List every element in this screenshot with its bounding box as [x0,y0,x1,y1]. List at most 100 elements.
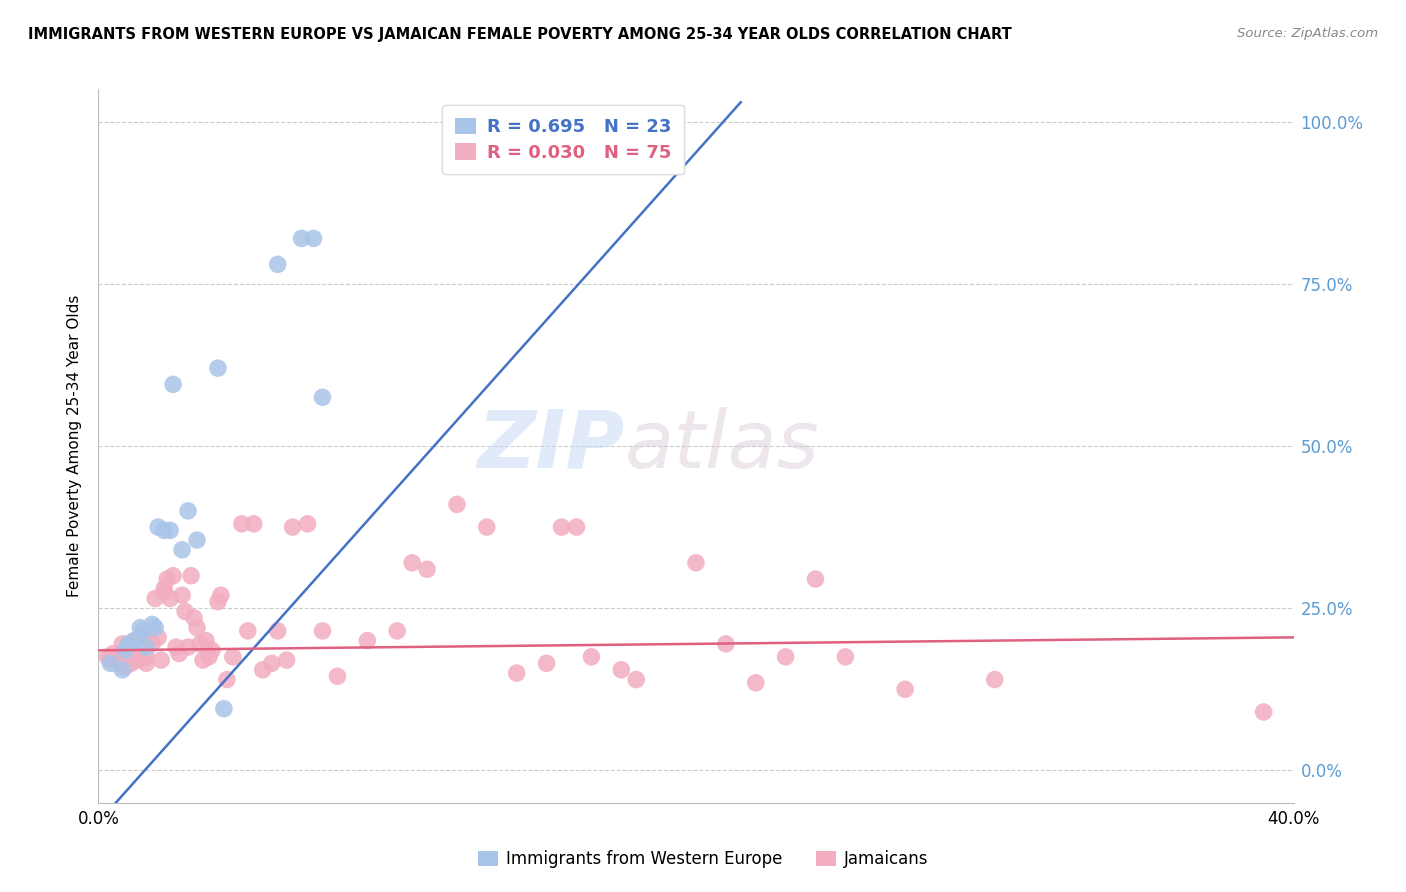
Point [610,663,633,677]
Point [581,649,603,664]
Point [401,556,423,570]
Point [117,637,139,651]
Point [984,673,1007,687]
Point [834,649,856,664]
Text: atlas: atlas [624,407,820,485]
Point [156,572,179,586]
Point [138,633,160,648]
Point [550,520,572,534]
Point [745,675,768,690]
Point [326,669,349,683]
Point [143,621,166,635]
Point [129,621,152,635]
Point [135,640,157,654]
Point [172,588,194,602]
Point [135,657,157,671]
Text: Source: ZipAtlas.com: Source: ZipAtlas.com [1237,27,1378,40]
Y-axis label: Female Poverty Among 25-34 Year Olds: Female Poverty Among 25-34 Year Olds [67,295,83,597]
Point [281,520,304,534]
Point [775,649,797,664]
Point [108,649,131,664]
Point [207,595,229,609]
Point [148,520,170,534]
Point [159,524,181,538]
Point [536,657,558,671]
Point [103,647,125,661]
Point [135,649,157,664]
Point [174,604,197,618]
Point [231,516,253,531]
Point [186,533,208,547]
Point [267,257,290,271]
Point [446,497,468,511]
Point [276,653,298,667]
Point [260,657,283,671]
Point [141,637,163,651]
Point [124,633,146,648]
Point [162,568,184,582]
Point [416,562,439,576]
Legend: Immigrants from Western Europe, Jamaicans: Immigrants from Western Europe, Jamaican… [471,844,935,875]
Point [565,520,588,534]
Point [243,516,266,531]
Point [96,649,118,664]
Point [215,673,238,687]
Point [475,520,498,534]
Point [127,653,149,667]
Point [714,637,737,651]
Point [252,663,274,677]
Point [291,231,314,245]
Point [177,504,200,518]
Point [186,621,208,635]
Point [804,572,827,586]
Point [311,390,333,404]
Point [222,649,245,664]
Point [626,673,648,687]
Point [150,653,173,667]
Point [191,653,214,667]
Point [201,643,224,657]
Point [165,640,187,654]
Point [114,659,136,673]
Point [302,231,325,245]
Point [153,585,176,599]
Point [297,516,319,531]
Point [212,702,235,716]
Point [105,657,128,671]
Point [132,624,155,638]
Point [111,637,134,651]
Point [114,643,136,657]
Point [143,591,166,606]
Point [172,542,194,557]
Point [894,682,917,697]
Point [159,591,181,606]
Point [385,624,409,638]
Point [356,633,378,648]
Point [124,633,146,648]
Point [141,617,163,632]
Point [120,657,142,671]
Point [111,663,134,677]
Point [180,568,202,582]
Point [195,633,218,648]
Point [209,588,232,602]
Point [129,649,152,664]
Point [148,631,170,645]
Point [153,524,176,538]
Point [236,624,259,638]
Point [685,556,707,570]
Point [267,624,290,638]
Point [207,361,229,376]
Point [177,640,200,654]
Point [153,582,176,596]
Point [1253,705,1275,719]
Point [100,657,122,671]
Point [506,666,529,681]
Point [311,624,333,638]
Point [167,647,190,661]
Legend: R = 0.695   N = 23, R = 0.030   N = 75: R = 0.695 N = 23, R = 0.030 N = 75 [441,105,685,175]
Point [117,640,139,654]
Point [188,637,211,651]
Point [132,627,155,641]
Point [162,377,184,392]
